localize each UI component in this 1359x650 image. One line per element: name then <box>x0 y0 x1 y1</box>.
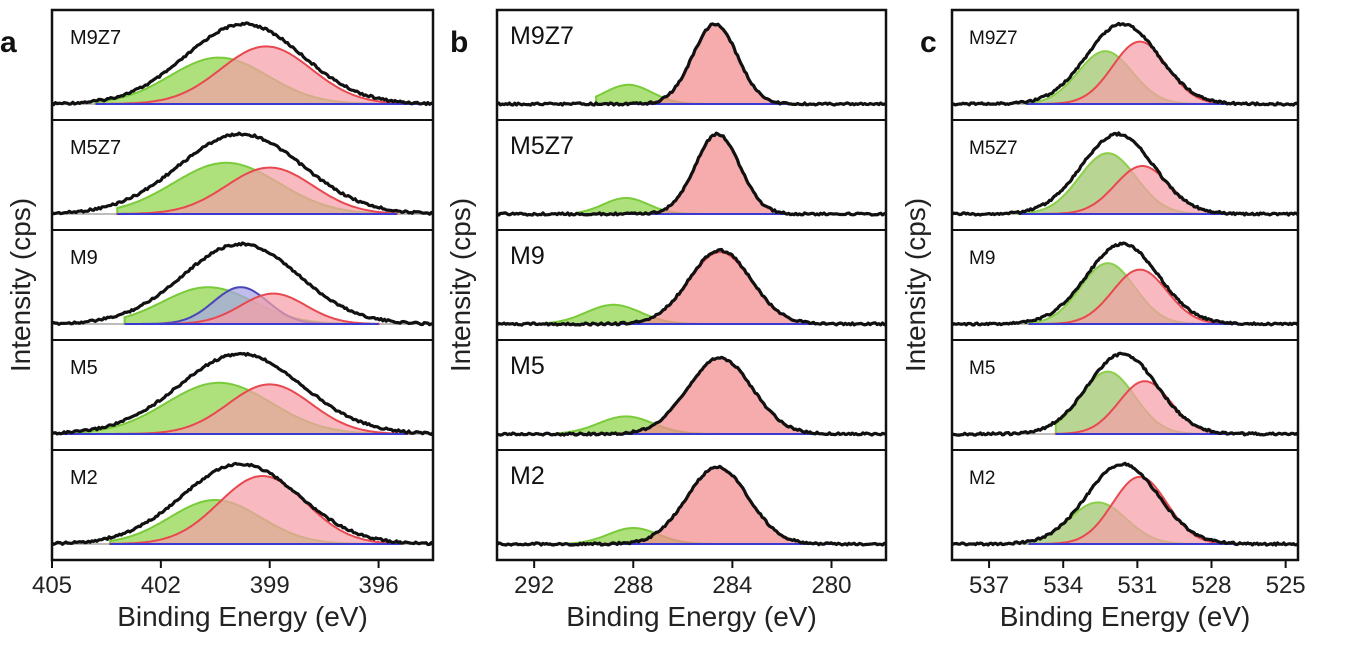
y-axis-label: Intensity (cps) <box>5 198 36 372</box>
spectrum-c-m5z7: M5Z7 <box>951 131 1300 217</box>
spectrum-a-m9z7: M9Z7 <box>50 21 434 107</box>
sample-label-m2: M2 <box>510 462 545 490</box>
envelope-m5 <box>51 351 435 436</box>
envelope-m5z7 <box>496 131 887 217</box>
envelope-m9z7 <box>50 21 434 107</box>
sample-label-m5z7: M5Z7 <box>510 132 574 160</box>
panel-letter: b <box>450 26 468 59</box>
envelope-m2 <box>951 461 1299 547</box>
panel-frame <box>495 8 888 562</box>
spectrum-b-m9z7: M9Z7 <box>496 22 887 107</box>
sample-label-m9: M9 <box>70 247 98 269</box>
panel-c: M9Z7 M5Z7 M9 M5 M2 537 534 531 528 525 Binding Ene… <box>900 8 1306 632</box>
spectrum-b-m2: M2 <box>495 462 887 547</box>
spectrum-b-m5: M5 <box>496 352 887 437</box>
sample-label-m9: M9 <box>510 242 545 270</box>
x-tick-label: 537 <box>969 572 1009 599</box>
panel-letter: a <box>0 26 17 59</box>
envelope-m5z7 <box>51 131 435 216</box>
x-tick-label: 284 <box>712 572 752 599</box>
y-axis-label: Intensity (cps) <box>445 198 476 372</box>
sample-label-m9z7: M9Z7 <box>969 28 1018 49</box>
fit-peak-m9-2 <box>1028 268 1238 325</box>
sample-label-m5z7: M5Z7 <box>969 138 1018 159</box>
envelope-m9z7 <box>952 21 1299 107</box>
spectrum-a-m9: M9 <box>52 241 434 327</box>
y-axis-label: Intensity (cps) <box>900 198 931 372</box>
envelope-m9 <box>950 241 1300 327</box>
envelope-m9 <box>52 241 434 327</box>
x-axis-label: Binding Energy (eV) <box>117 601 368 632</box>
x-tick-label: 525 <box>1266 572 1306 599</box>
fit-peak-m9z7-2 <box>95 45 424 105</box>
spectrum-a-m5z7: M5Z7 <box>51 131 435 216</box>
fit-peak-m5z7-2 <box>116 166 398 215</box>
envelope-m5 <box>496 355 887 437</box>
x-tick-label: 531 <box>1117 572 1157 599</box>
sample-label-m2: M2 <box>70 467 98 489</box>
panel-frame <box>950 8 1300 562</box>
spectrum-c-m5: M5 <box>951 351 1300 437</box>
x-tick-label: 528 <box>1191 572 1231 599</box>
x-tick-label: 534 <box>1043 572 1083 599</box>
envelope-m5z7 <box>951 131 1300 217</box>
spectrum-a-m5: M5 <box>51 351 435 436</box>
x-tick-label: 399 <box>250 572 290 599</box>
spectrum-c-m9z7: M9Z7 <box>952 21 1299 107</box>
spectrum-b-m5z7: M5Z7 <box>496 131 887 217</box>
sample-label-m2: M2 <box>969 468 995 489</box>
sample-label-m9z7: M9Z7 <box>70 27 121 49</box>
x-tick-label: 292 <box>514 572 554 599</box>
sample-label-m5: M5 <box>510 352 545 380</box>
envelope-m9 <box>496 247 887 327</box>
envelope-m9z7 <box>496 22 887 107</box>
sample-label-m5z7: M5Z7 <box>70 137 121 159</box>
x-tick-label: 288 <box>613 572 653 599</box>
spectrum-a-m2: M2 <box>51 461 435 547</box>
fit-peak-m2-2 <box>109 475 402 545</box>
x-tick-label: 402 <box>141 572 181 599</box>
x-tick-label: 396 <box>359 572 399 599</box>
x-tick-label: 280 <box>811 572 851 599</box>
sample-label-m9: M9 <box>969 248 995 269</box>
spectrum-b-m9: M9 <box>496 242 887 327</box>
spectrum-c-m2: M2 <box>951 461 1299 547</box>
spectrum-c-m9: M9 <box>950 241 1300 327</box>
x-axis-label: Binding Energy (eV) <box>1000 601 1251 632</box>
x-tick-label: 405 <box>32 572 72 599</box>
envelope-m2 <box>495 464 887 547</box>
sample-label-m5: M5 <box>969 358 995 379</box>
envelope-m2 <box>51 461 435 547</box>
sample-label-m5: M5 <box>70 357 98 379</box>
panel-frame <box>50 8 435 562</box>
envelope-m5 <box>951 351 1300 437</box>
sample-label-m9z7: M9Z7 <box>510 22 574 50</box>
x-axis-label: Binding Energy (eV) <box>566 601 817 632</box>
panel-letter: c <box>920 26 937 59</box>
